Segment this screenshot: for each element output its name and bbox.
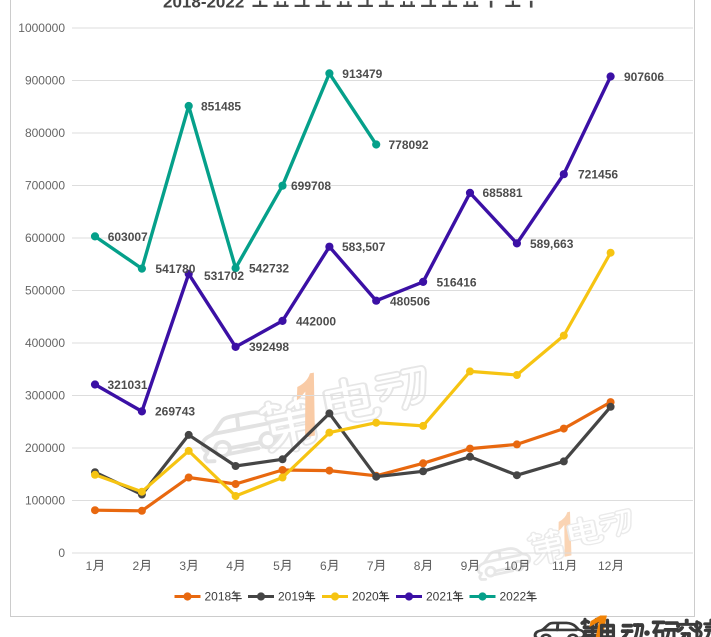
svg-text:1: 1 [86, 559, 93, 573]
svg-text:100000: 100000 [25, 494, 65, 508]
svg-text:721456: 721456 [578, 168, 618, 182]
svg-text:9: 9 [461, 559, 468, 573]
svg-text:1000000: 1000000 [18, 21, 65, 35]
svg-text:442000: 442000 [296, 314, 336, 328]
svg-text:800000: 800000 [25, 126, 65, 140]
svg-text:200000: 200000 [25, 441, 65, 455]
svg-text:600000: 600000 [25, 231, 65, 245]
svg-text:12: 12 [598, 559, 612, 573]
svg-text:3: 3 [179, 559, 186, 573]
svg-text:0: 0 [58, 546, 65, 560]
svg-text:700000: 700000 [25, 179, 65, 193]
svg-text:541780: 541780 [155, 262, 195, 276]
svg-text:542732: 542732 [249, 261, 289, 275]
svg-text:400000: 400000 [25, 336, 65, 350]
svg-text:2019: 2019 [278, 590, 305, 604]
svg-text:685881: 685881 [483, 186, 523, 200]
svg-text:2018: 2018 [205, 590, 232, 604]
svg-text:2018-2022: 2018-2022 [163, 0, 244, 12]
svg-text:500000: 500000 [25, 284, 65, 298]
svg-text:321031: 321031 [108, 378, 148, 392]
svg-text:392498: 392498 [249, 340, 289, 354]
svg-text:699708: 699708 [291, 179, 331, 193]
svg-text:589,663: 589,663 [530, 237, 574, 251]
svg-text:907606: 907606 [624, 70, 664, 84]
svg-text:913479: 913479 [342, 67, 382, 81]
svg-text:851485: 851485 [201, 99, 241, 113]
svg-text:4: 4 [226, 559, 233, 573]
svg-text:2021: 2021 [426, 590, 453, 604]
svg-text:2: 2 [133, 559, 140, 573]
svg-text:269743: 269743 [155, 405, 195, 419]
svg-text:480506: 480506 [390, 294, 430, 308]
svg-text:11: 11 [552, 559, 565, 573]
svg-text:778092: 778092 [389, 138, 429, 152]
svg-text:583,507: 583,507 [342, 240, 386, 254]
svg-text:2022: 2022 [500, 590, 527, 604]
svg-text:7: 7 [367, 559, 374, 573]
svg-text:300000: 300000 [25, 389, 65, 403]
svg-text:516416: 516416 [437, 275, 477, 289]
svg-text:900000: 900000 [25, 74, 65, 88]
svg-text:2020: 2020 [352, 590, 379, 604]
svg-text:531702: 531702 [204, 269, 244, 283]
svg-text:6: 6 [320, 559, 327, 573]
svg-text:8: 8 [414, 559, 421, 573]
svg-text:603007: 603007 [108, 230, 148, 244]
svg-text:10: 10 [504, 559, 518, 573]
svg-text:5: 5 [273, 559, 280, 573]
